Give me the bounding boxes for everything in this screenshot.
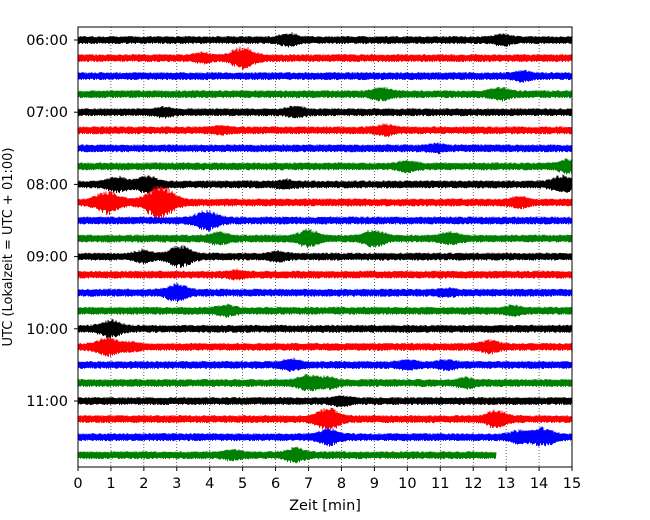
x-axis-label: Zeit [min]: [289, 498, 361, 514]
y-axis-ticks: 06:00 07:00 08:00 09:00 10:00 11:00: [26, 33, 78, 410]
trace-0615: [77, 46, 573, 71]
trace-1100: [77, 395, 573, 408]
x-tick-label-7: 7: [304, 476, 313, 492]
trace-1000: [77, 319, 573, 339]
x-tick-label-13: 13: [497, 476, 515, 492]
trace-group: [77, 32, 573, 464]
x-tick-label-12: 12: [464, 476, 482, 492]
x-tick-label-11: 11: [431, 476, 449, 492]
trace-1015: [77, 336, 573, 357]
x-tick-label-14: 14: [530, 476, 548, 492]
y-axis-label: UTC (Lokalzeit = UTC + 01:00): [1, 148, 16, 347]
trace-0730: [77, 142, 573, 155]
x-tick-label-1: 1: [106, 476, 115, 492]
trace-0900: [77, 245, 573, 268]
trace-0930: [77, 283, 573, 303]
x-tick-label-15: 15: [563, 476, 581, 492]
trace-0600: [77, 32, 573, 48]
x-tick-label-0: 0: [73, 476, 82, 492]
x-tick-label-4: 4: [205, 476, 214, 492]
x-tick-label-8: 8: [337, 476, 346, 492]
trace-1115: [77, 407, 573, 430]
trace-0700: [77, 105, 573, 119]
trace-1145: [77, 446, 497, 464]
x-tick-label-10: 10: [398, 476, 416, 492]
y-tick-label-1100: 11:00: [26, 394, 68, 410]
x-tick-label-6: 6: [271, 476, 280, 492]
trace-0645: [77, 86, 573, 102]
trace-0715: [77, 123, 573, 137]
trace-0845: [77, 228, 573, 249]
y-tick-label-0600: 06:00: [26, 33, 68, 49]
x-tick-label-9: 9: [370, 476, 379, 492]
y-tick-label-0900: 09:00: [26, 250, 68, 266]
trace-0630: [77, 69, 573, 83]
trace-0915: [77, 268, 573, 281]
trace-1130: [77, 426, 573, 447]
trace-1030: [77, 357, 573, 372]
x-axis-ticks: 0 1 2 3 4 5 6 7 8 9 10 11 12 13 14 15: [73, 467, 581, 492]
trace-0830: [77, 210, 573, 232]
y-tick-label-0700: 07:00: [26, 105, 68, 121]
plot-frame: [77, 26, 573, 468]
trace-0815: [77, 186, 573, 219]
trace-1045: [77, 373, 573, 392]
trace-0800: [77, 174, 573, 194]
trace-0945: [77, 303, 573, 318]
grid-lines: [110, 27, 540, 467]
trace-0745: [77, 158, 573, 175]
x-tick-label-5: 5: [238, 476, 247, 492]
y-tick-label-0800: 08:00: [26, 177, 68, 193]
x-tick-label-3: 3: [172, 476, 181, 492]
x-tick-label-2: 2: [139, 476, 148, 492]
y-tick-label-1000: 10:00: [26, 322, 68, 338]
